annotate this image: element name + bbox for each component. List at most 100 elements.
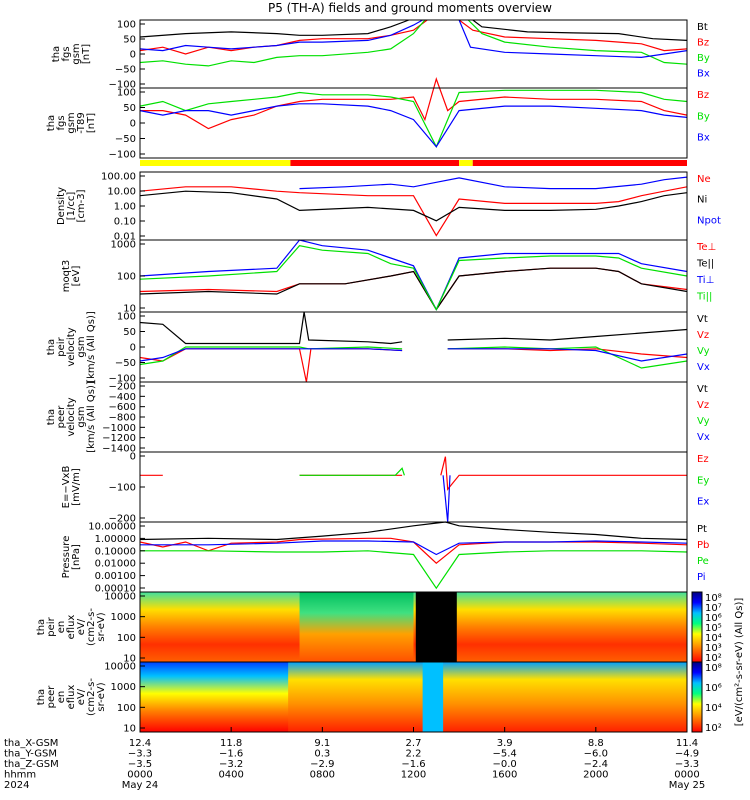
- x-tick-label: −3.2: [219, 759, 243, 770]
- y-tick-label: 100: [117, 20, 136, 31]
- legend-Pe-label: Pe: [697, 556, 709, 567]
- colorbar-tick-label: 10⁶: [705, 683, 722, 694]
- y-tick-label: 0.01000: [95, 559, 136, 570]
- y-axis-label: tha: [46, 115, 57, 131]
- y-tick-label: 1000: [111, 682, 136, 693]
- y-axis-label: eV/: [76, 688, 87, 705]
- legend-Ez-label: Ez: [697, 454, 709, 465]
- x-tick-label: 1600: [492, 770, 517, 781]
- y-axis-label: peir: [56, 336, 67, 356]
- x-row-label: 2024: [4, 780, 29, 791]
- y-tick-label: 0: [130, 452, 136, 463]
- y-axis-label: [mV/m]: [71, 468, 82, 506]
- y-tick-label: 50: [123, 35, 136, 46]
- legend-Bz-label: Bz: [697, 90, 709, 101]
- legend-Bt-label: Bt: [697, 22, 708, 33]
- legend-Pt-label: Pt: [697, 524, 707, 535]
- y-tick-label: −400: [109, 392, 136, 403]
- x-tick-label: 0000: [127, 770, 152, 781]
- series-Ne-line: [139, 186, 688, 237]
- y-tick-label: −1000: [102, 423, 136, 434]
- y-tick-label: 10000: [104, 592, 136, 603]
- y-axis-label: [nPa]: [71, 544, 82, 570]
- series-Ex-line: [442, 475, 451, 523]
- y-axis-label: peir: [46, 616, 57, 636]
- legend-By-label: By: [697, 53, 710, 64]
- y-tick-label: 50: [123, 103, 136, 114]
- y-tick-label: 100: [117, 88, 136, 99]
- y-tick-label: 0.01: [114, 232, 136, 243]
- y-axis-label: tha: [36, 689, 47, 705]
- y-tick-label: −50: [115, 134, 136, 145]
- series-Pt-line: [139, 521, 688, 541]
- legend-Bx-label: Bx: [697, 133, 710, 144]
- series-Bt-line: [472, 19, 688, 41]
- mode-bar-segment: [472, 160, 687, 166]
- y-tick-label: −50: [115, 358, 136, 369]
- x-tick-label: 9.1: [314, 738, 330, 749]
- x-tick-label: 2.7: [406, 738, 422, 749]
- y-tick-label: −100: [109, 483, 136, 494]
- x-tick-label: −1.6: [219, 749, 243, 760]
- legend-Te-label: Te⊥: [696, 242, 716, 253]
- legend-Vx-label: Vx: [697, 362, 710, 373]
- x-row-label: tha_X-GSM: [4, 738, 58, 749]
- series-Pe-line: [140, 550, 688, 590]
- colorbar: [691, 591, 703, 663]
- legend-Vx-label: Vx: [697, 432, 710, 443]
- series-Bx-line: [139, 103, 688, 148]
- y-tick-label: 100.00: [101, 172, 136, 183]
- series-Ni-line: [139, 190, 688, 222]
- y-tick-label: 0.10: [114, 217, 136, 228]
- legend-Vy-label: Vy: [697, 346, 710, 357]
- y-axis-label: velocity: [66, 397, 77, 436]
- y-tick-label: 1000: [111, 240, 136, 251]
- legend-Te-label: Te||: [696, 259, 714, 270]
- y-tick-label: −800: [109, 413, 136, 424]
- y-tick-label: −50: [115, 65, 136, 76]
- legend-Ex-label: Ex: [697, 497, 709, 508]
- spectrograms: [140, 592, 687, 732]
- y-tick-label: −100: [109, 80, 136, 91]
- spectrogram-ion-gap: [415, 592, 457, 662]
- legend-Ey-label: Ey: [697, 475, 709, 486]
- x-tick-label: −3.3: [128, 749, 152, 760]
- panel-frame: [139, 239, 688, 313]
- y-tick-label: 1.00: [114, 202, 136, 213]
- y-axis-label: velocity: [66, 327, 77, 366]
- series-Bx-line: [458, 19, 688, 59]
- legend-Vt-label: Vt: [697, 384, 708, 395]
- series-Ez-line: [440, 456, 687, 491]
- y-tick-label: −100: [109, 150, 136, 161]
- x-tick-label: −4.9: [675, 749, 699, 760]
- series-Pi-line: [140, 540, 688, 556]
- series-Npot-line: [299, 176, 688, 190]
- series-Vt-line: [139, 311, 403, 345]
- series-Vy-line: [447, 346, 688, 369]
- y-axis-label: gsm: [71, 43, 82, 64]
- panel-frame: [139, 451, 688, 523]
- y-axis-label: (cm2-s-: [86, 608, 97, 646]
- y-axis-label: fgs: [56, 115, 67, 130]
- x-tick-label: 0400: [218, 770, 243, 781]
- y-tick-label: 0: [130, 343, 136, 354]
- series-Vx-line: [139, 348, 403, 362]
- series-Bz-line: [458, 19, 688, 52]
- y-axis-label: Density: [56, 187, 67, 225]
- y-axis-label: [nT]: [81, 44, 92, 64]
- y-axis-label: Pressure: [61, 536, 72, 579]
- y-tick-label: 10: [123, 304, 136, 315]
- plot-title: P5 (TH-A) fields and ground moments over…: [268, 1, 552, 15]
- legend-Bz-label: Bz: [697, 38, 709, 49]
- x-tick-label: May 24: [122, 780, 159, 791]
- colorbar-tick-label: 10⁴: [705, 633, 722, 644]
- colorbar-tick-label: 10⁵: [705, 623, 722, 634]
- mode-bar-segment: [459, 160, 473, 166]
- x-tick-label: May 25: [669, 780, 706, 791]
- y-tick-label: 0: [130, 50, 136, 61]
- colorbars: 10⁸10⁷10⁶10⁵10⁴10³10²10⁸10⁶10⁴10²[eV/(cm…: [691, 591, 745, 734]
- x-tick-label: 1200: [401, 770, 426, 781]
- x-tick-label: 2.2: [406, 749, 422, 760]
